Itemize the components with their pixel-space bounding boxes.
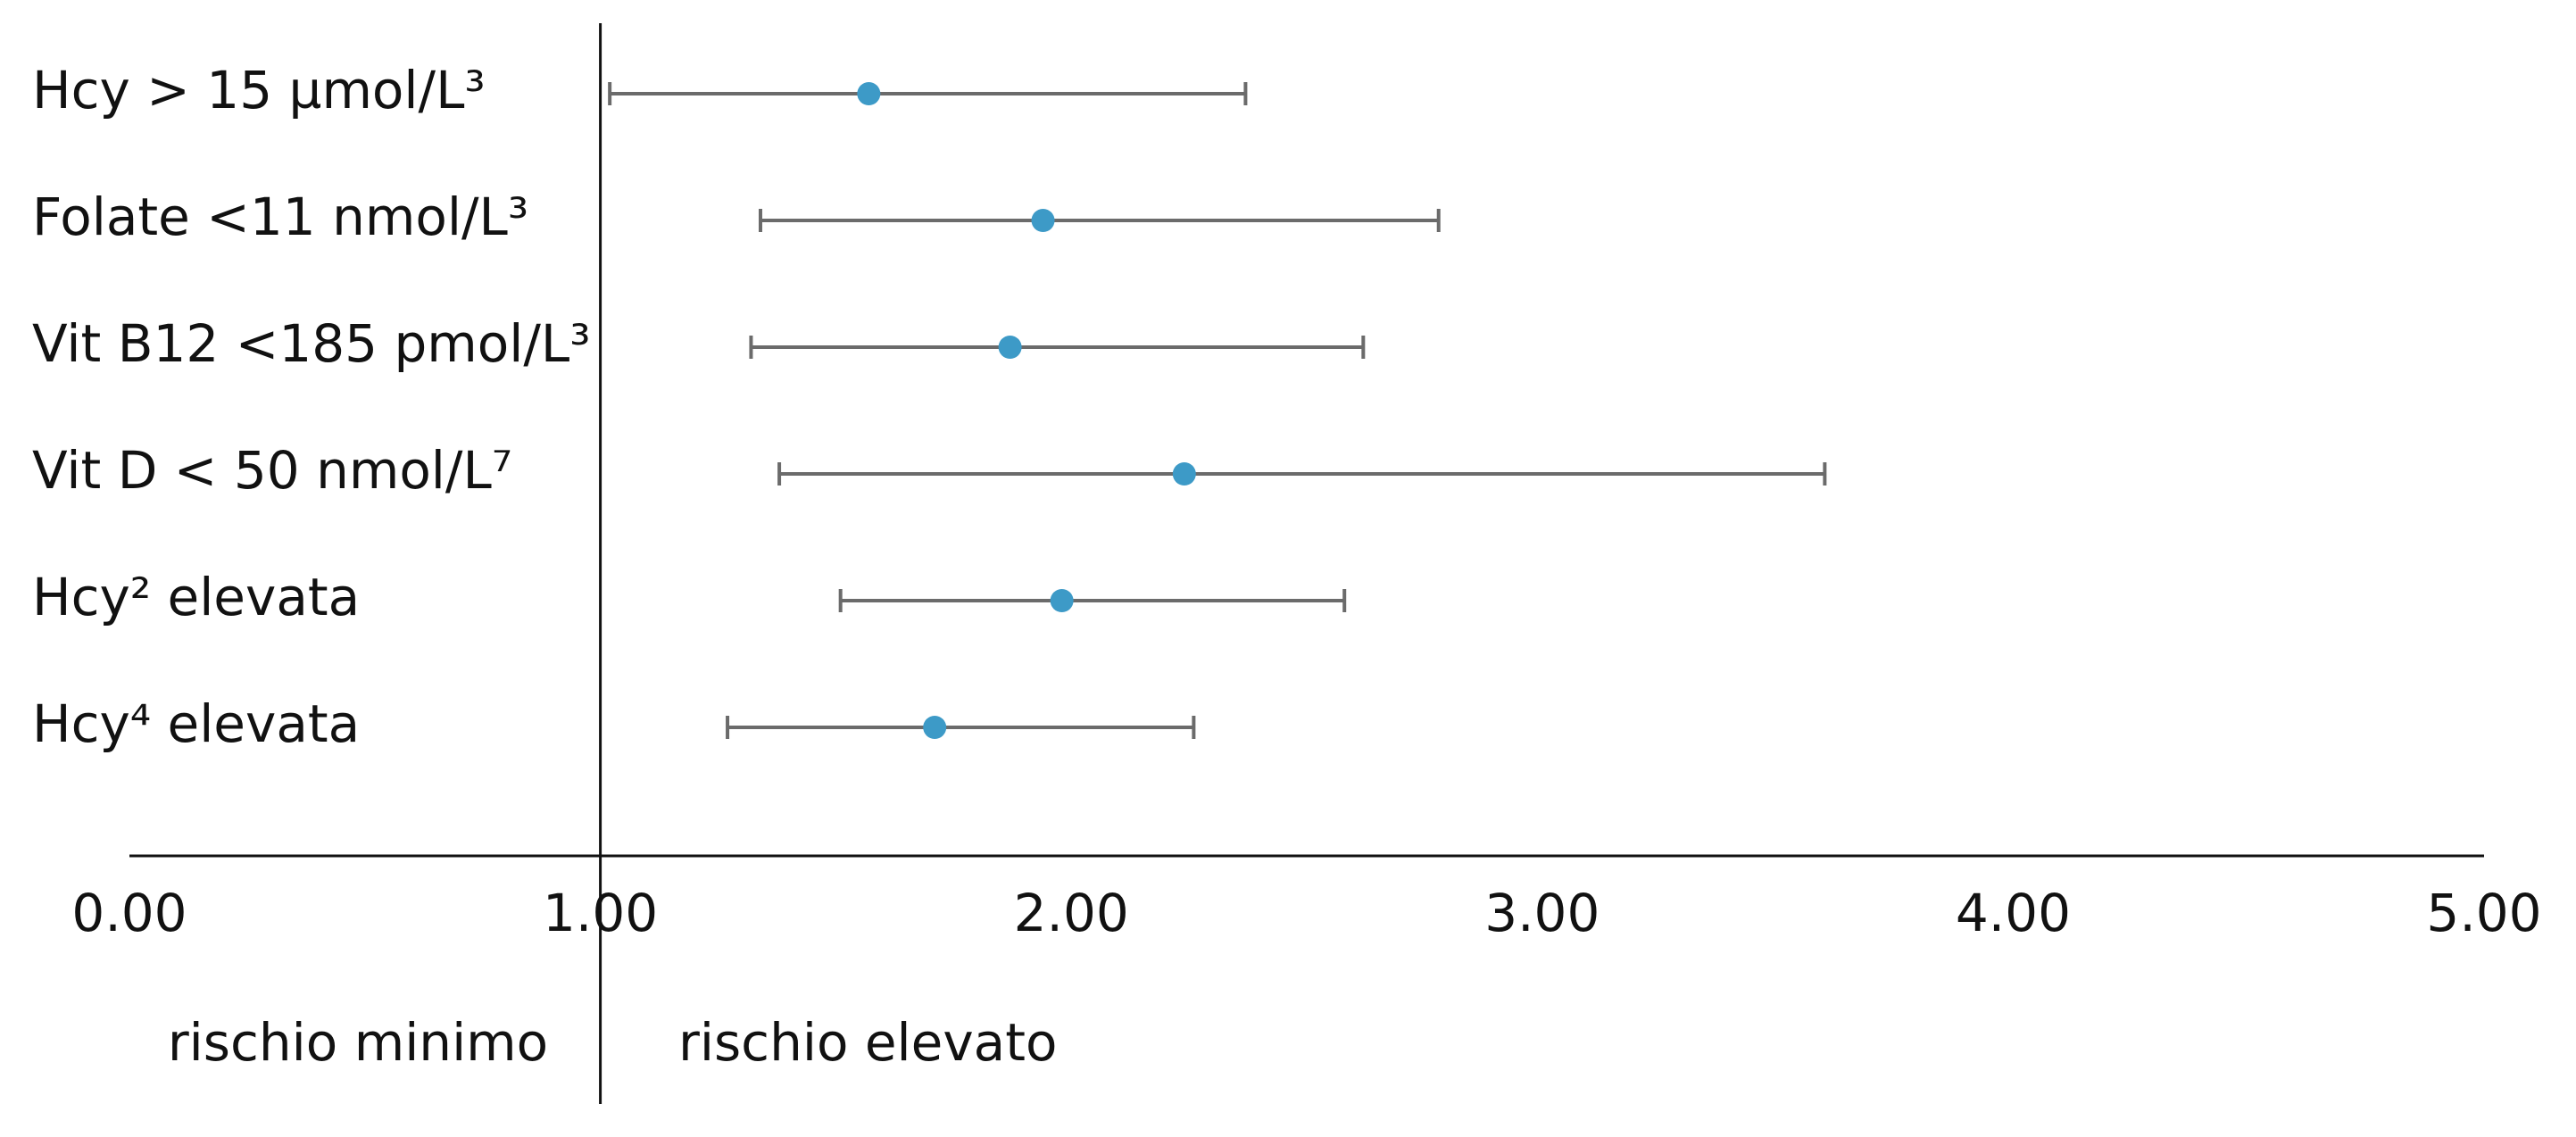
x-tick-label: 5.00 xyxy=(2426,883,2541,943)
row-label: Folate <11 nmol/L³ xyxy=(32,187,528,247)
x-tick-label: 2.00 xyxy=(1014,883,1129,943)
row-label: Hcy > 15 µmol/L³ xyxy=(32,60,486,120)
x-tick-label: 4.00 xyxy=(1956,883,2071,943)
annotation: rischio minimo xyxy=(168,1012,548,1073)
point xyxy=(923,716,947,739)
row-label: Hcy⁴ elevata xyxy=(32,693,360,754)
row-label: Vit D < 50 nmol/L⁷ xyxy=(32,440,512,501)
row-label: Hcy² elevata xyxy=(32,567,360,627)
row-label: Vit B12 <185 pmol/L³ xyxy=(32,313,590,374)
point xyxy=(998,336,1022,359)
point xyxy=(1050,589,1074,612)
point xyxy=(857,82,881,105)
x-tick-label: 1.00 xyxy=(543,883,658,943)
point xyxy=(1031,209,1055,232)
x-tick-label: 3.00 xyxy=(1484,883,1600,943)
point xyxy=(1172,462,1196,486)
annotation: rischio elevato xyxy=(678,1012,1057,1073)
x-tick-label: 0.00 xyxy=(71,883,187,943)
